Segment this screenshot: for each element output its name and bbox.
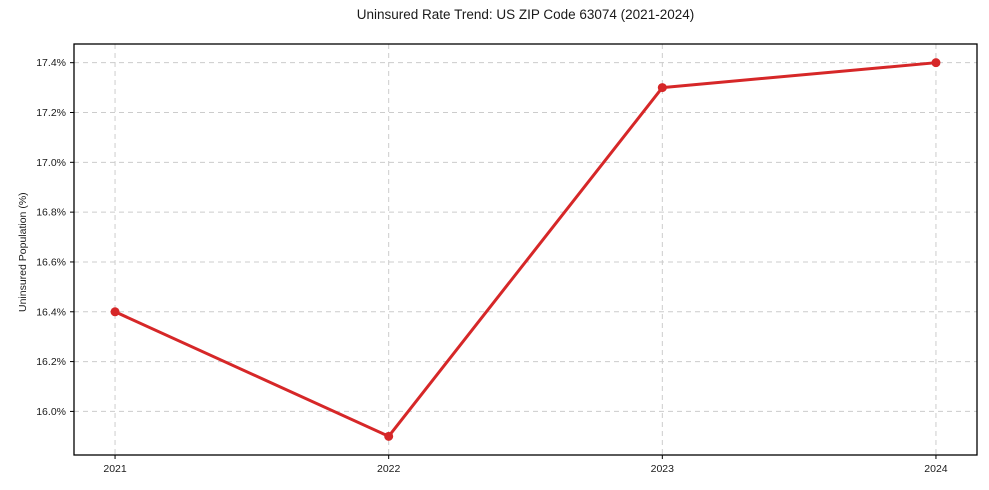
x-tick-label: 2022 [377, 463, 401, 475]
y-tick-label: 16.4% [36, 306, 66, 318]
y-tick-label: 17.0% [36, 157, 66, 169]
x-tick-label: 2021 [103, 463, 127, 475]
data-point [110, 307, 120, 317]
plot-border [73, 43, 978, 456]
y-tick-label: 17.2% [36, 107, 66, 119]
data-point [931, 58, 941, 68]
y-tick-label: 16.6% [36, 256, 66, 268]
y-tick-label: 16.8% [36, 207, 66, 219]
x-tick-label: 2023 [651, 463, 675, 475]
chart-title: Uninsured Rate Trend: US ZIP Code 63074 … [356, 7, 695, 22]
trend-line [113, 61, 938, 438]
y-tick-label: 16.2% [36, 356, 66, 368]
x-tick-label: 2024 [924, 463, 948, 475]
y-tick-label: 16.0% [36, 406, 66, 418]
data-point [384, 431, 394, 441]
y-tick-label: 17.4% [36, 57, 66, 69]
data-point [657, 83, 667, 93]
